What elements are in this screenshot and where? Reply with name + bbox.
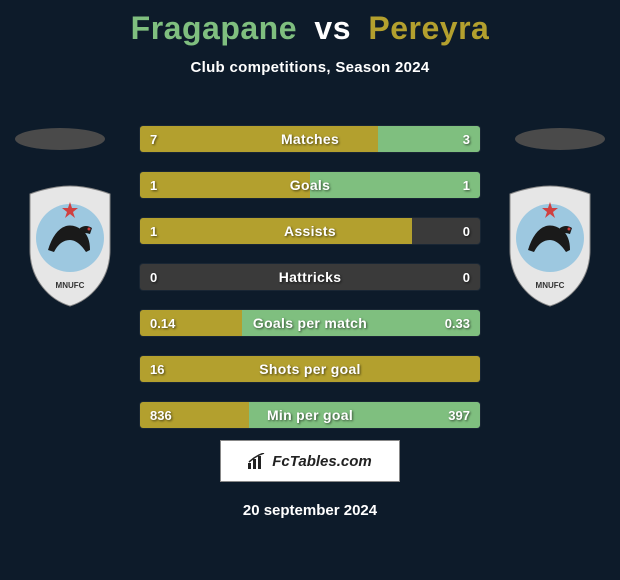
stat-row: Assists1 0 [140,218,480,244]
stat-value-right: 397 [448,402,470,428]
stat-value-left: 7 [150,126,157,152]
stat-value-left: 16 [150,356,164,382]
stat-row: Goals per match0.14 0.33 [140,310,480,336]
stat-label: Assists [140,218,480,244]
subtitle: Club competitions, Season 2024 [0,59,620,76]
comparison-title: Fragapane vs Pereyra [0,0,620,47]
stat-value-right: 0 [463,264,470,290]
branding-text: FcTables.com [272,453,371,470]
stat-label: Min per goal [140,402,480,428]
stat-value-right: 0.33 [445,310,470,336]
stat-label: Goals [140,172,480,198]
stat-label: Goals per match [140,310,480,336]
stat-label: Shots per goal [140,356,480,382]
stat-value-left: 836 [150,402,172,428]
player1-silhouette [15,128,105,150]
player2-crest: MNUFC [500,180,600,310]
stat-label: Matches [140,126,480,152]
stat-row: Hattricks0 0 [140,264,480,290]
player1-name: Fragapane [131,10,297,46]
vs-label: vs [314,10,351,46]
stat-row: Min per goal836 397 [140,402,480,428]
stat-value-left: 0.14 [150,310,175,336]
stat-value-left: 0 [150,264,157,290]
player2-silhouette [515,128,605,150]
branding-badge: FcTables.com [220,440,400,482]
stat-value-left: 1 [150,218,157,244]
stat-value-right: 1 [463,172,470,198]
stat-label: Hattricks [140,264,480,290]
svg-text:MNUFC: MNUFC [56,281,85,290]
stat-row: Shots per goal16 [140,356,480,382]
stat-value-left: 1 [150,172,157,198]
player2-name: Pereyra [368,10,489,46]
stats-bars: Matches73Goals11Assists10Hattricks00Goal… [140,126,480,448]
stat-row: Goals1 1 [140,172,480,198]
stat-row: Matches7 3 [140,126,480,152]
stat-value-right: 3 [463,126,470,152]
chart-icon [248,453,266,469]
stat-value-right: 0 [463,218,470,244]
player1-crest: MNUFC [20,180,120,310]
date-label: 20 september 2024 [0,502,620,519]
svg-text:MNUFC: MNUFC [536,281,565,290]
